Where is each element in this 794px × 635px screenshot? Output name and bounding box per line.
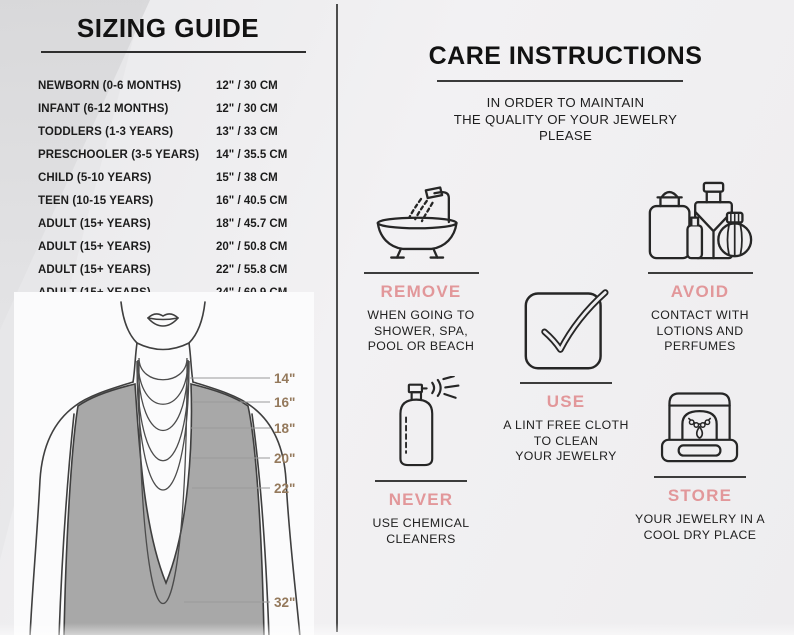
care-description: USE CHEMICAL CLEANERS — [372, 516, 470, 546]
jewelry-box-icon — [660, 392, 739, 463]
card-divider — [654, 476, 746, 478]
care-description: A LINT FREE CLOTH TO CLEAN YOUR JEWELRY — [503, 418, 629, 463]
care-heading: USE — [546, 392, 586, 411]
card-divider — [647, 272, 753, 274]
perfume-bottles-icon — [648, 181, 753, 260]
size-value: 13" / 33 CM — [216, 125, 278, 138]
size-label: TODDLERS (1-3 YEARS) — [38, 125, 174, 138]
table-row: PRESCHOOLER (3-5 YEARS) 14" / 35.5 CM — [38, 143, 304, 166]
care-heading: REMOVE — [380, 282, 462, 301]
size-value: 20" / 50.8 CM — [216, 240, 288, 253]
size-label: CHILD (5-10 YEARS) — [38, 171, 152, 184]
care-card-avoid: AVOID CONTACT WITH LOTIONS AND PERFUMES — [620, 180, 780, 355]
care-card-never: NEVER USE CHEMICAL CLEANERS — [341, 374, 501, 547]
size-label: ADULT (15+ YEARS) — [38, 217, 151, 230]
table-row: ADULT (15+ YEARS) 22" / 55.8 CM — [38, 258, 304, 281]
care-subtitle: IN ORDER TO MAINTAIN THE QUALITY OF YOUR… — [453, 95, 678, 143]
title-underline — [41, 51, 306, 53]
table-row: INFANT (6-12 MONTHS) 12" / 30 CM — [38, 97, 304, 120]
table-row: ADULT (15+ YEARS) 20" / 50.8 CM — [38, 235, 304, 258]
size-value: 12" / 30 CM — [216, 102, 278, 115]
table-row: NEWBORN (0-6 MONTHS) 12" / 30 CM — [38, 74, 304, 97]
arms — [29, 381, 301, 635]
size-label: PRESCHOOLER (3-5 YEARS) — [38, 148, 200, 161]
care-card-remove: REMOVE WHEN GOING TO SHOWER, SPA, POOL O… — [341, 180, 501, 355]
bottom-gradient — [0, 623, 794, 635]
table-row: CHILD (5-10 YEARS) 15" / 38 CM — [38, 166, 304, 189]
size-label: INFANT (6-12 MONTHS) — [38, 102, 169, 115]
table-row: TEEN (10-15 YEARS) 16" / 40.5 CM — [38, 189, 304, 212]
card-divider — [363, 272, 479, 274]
necklace-length-label: 22" — [274, 481, 295, 496]
size-value: 22" / 55.8 CM — [216, 263, 288, 276]
care-instructions-title: CARE INSTRUCTIONS — [428, 42, 703, 70]
size-table: NEWBORN (0-6 MONTHS) 12" / 30 CM INFANT (… — [38, 74, 304, 304]
table-row: TODDLERS (1-3 YEARS) 13" / 33 CM — [38, 120, 304, 143]
size-value: 14" / 35.5 CM — [216, 148, 288, 161]
size-label: ADULT (15+ YEARS) — [38, 240, 151, 253]
care-description: CONTACT WITH LOTIONS AND PERFUMES — [651, 308, 749, 353]
necklace-length-label: 16" — [274, 395, 295, 410]
icon-box — [650, 368, 750, 466]
title-underline — [437, 80, 683, 82]
panel-divider — [336, 4, 338, 632]
care-description: YOUR JEWELRY IN A COOL DRY PLACE — [634, 512, 766, 542]
size-label: TEEN (10-15 YEARS) — [38, 194, 154, 207]
card-divider — [520, 382, 612, 384]
care-heading: AVOID — [670, 282, 730, 301]
size-value: 12" / 30 CM — [216, 79, 278, 92]
woman-figure — [120, 301, 206, 383]
size-label: ADULT (15+ YEARS) — [38, 263, 151, 276]
size-value: 18" / 45.7 CM — [216, 217, 288, 230]
necklace-length-label: 14" — [274, 371, 295, 386]
length-callout-lines — [184, 377, 270, 603]
necklace-arcs — [136, 357, 190, 604]
care-card-use: USE A LINT FREE CLOTH TO CLEAN YOUR JEWE… — [486, 286, 646, 465]
spray-can-icon — [399, 376, 460, 467]
necklace-length-diagram: 14" 16" 18" 20" 22" 32" — [14, 292, 314, 635]
icon-box — [378, 374, 464, 470]
card-divider — [375, 480, 467, 482]
table-row: ADULT (15+ YEARS) 18" / 45.7 CM — [38, 212, 304, 235]
sizing-guide-title: SIZING GUIDE — [76, 13, 260, 43]
care-card-store: STORE YOUR JEWELRY IN A COOL DRY PLACE — [620, 368, 780, 543]
size-value: 16" / 40.5 CM — [216, 194, 288, 207]
care-heading: NEVER — [388, 490, 454, 509]
care-heading: STORE — [667, 486, 733, 505]
checkmark-icon — [524, 289, 609, 370]
icon-box — [373, 180, 469, 262]
size-value: 15" / 38 CM — [216, 171, 278, 184]
tank-top — [63, 382, 265, 635]
size-label: NEWBORN (0-6 MONTHS) — [38, 79, 182, 92]
length-labels: 14" 16" 18" 20" 22" 32" — [274, 371, 295, 610]
necklace-length-label: 18" — [274, 421, 295, 436]
icon-box — [646, 180, 754, 262]
bathtub-shower-icon — [376, 186, 458, 259]
care-description: WHEN GOING TO SHOWER, SPA, POOL OR BEACH — [367, 308, 475, 353]
icon-box — [522, 286, 610, 372]
necklace-length-label: 32" — [274, 595, 295, 610]
necklace-length-label: 20" — [274, 451, 295, 466]
